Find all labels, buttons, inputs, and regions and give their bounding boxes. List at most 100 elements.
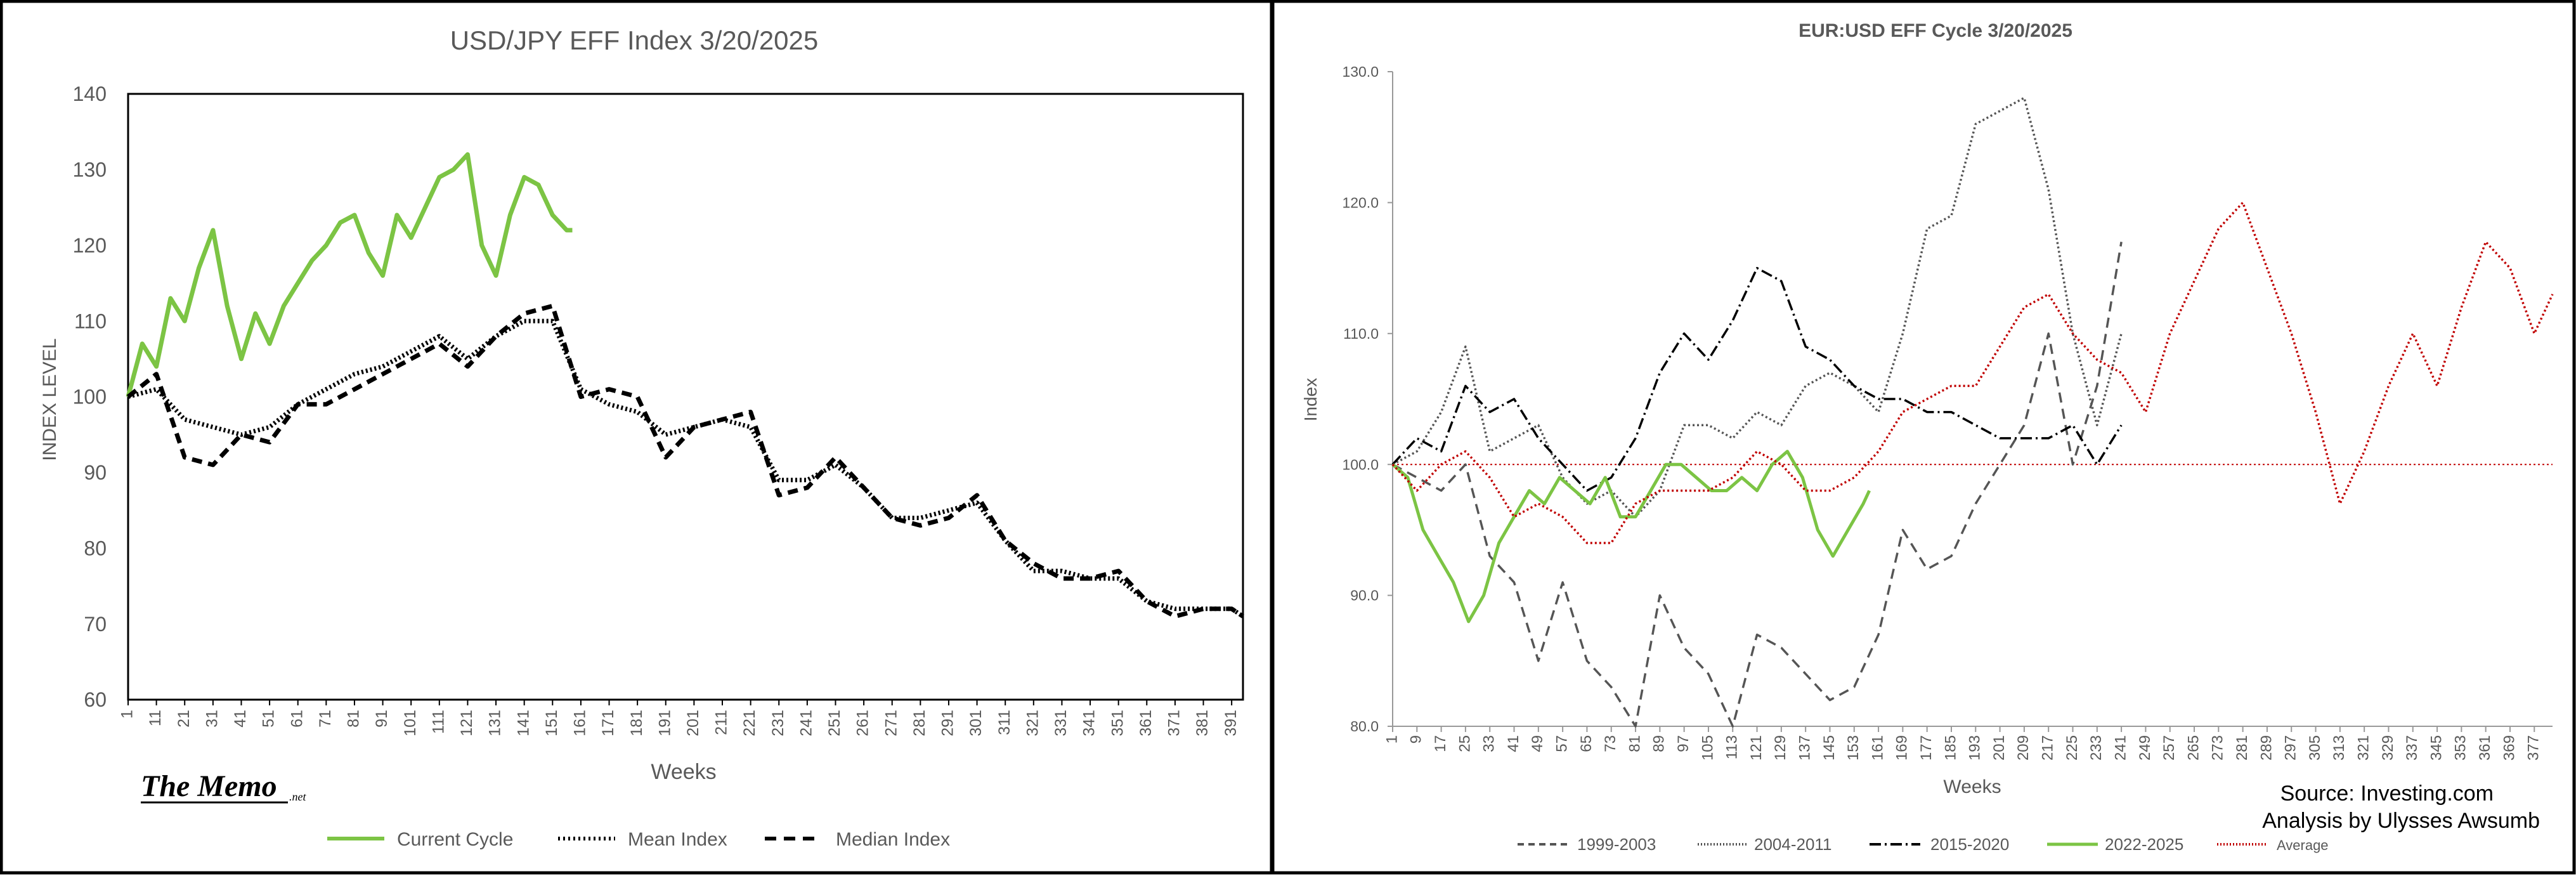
x-tick-label: 121 <box>458 710 476 736</box>
y-tick-label: 80.0 <box>1350 718 1379 735</box>
y-tick-label: 90.0 <box>1350 587 1379 604</box>
x-tick-label: 97 <box>1675 735 1692 752</box>
x-tick-label: 9 <box>1408 735 1425 743</box>
logo-sub-text: .net <box>289 790 306 803</box>
x-tick-label: 141 <box>514 710 532 736</box>
x-tick-label: 361 <box>1137 710 1155 736</box>
legend-label-median-index: Median Index <box>836 829 950 850</box>
x-tick-label: 41 <box>231 710 249 728</box>
logo-main-text: The Memo <box>141 769 277 803</box>
y-tick-label: 120 <box>73 234 107 257</box>
x-tick-label: 49 <box>1529 735 1546 752</box>
x-tick-label: 265 <box>2185 735 2202 761</box>
the-memo-logo: The Memo .net <box>141 769 306 804</box>
x-tick-label: 31 <box>203 710 221 728</box>
x-tick-label: 353 <box>2452 735 2469 761</box>
series-line-average <box>1391 201 2554 544</box>
y-tick-label: 70 <box>84 613 107 636</box>
right-x-axis-label: Weeks <box>1943 776 2001 797</box>
series-line-median-index <box>126 303 1244 619</box>
x-tick-label: 217 <box>2039 735 2057 761</box>
legend-label-average: Average <box>2277 837 2329 853</box>
left-x-axis: 1 11 21 31 41 51 61 71 81 91 101 111 121 131 141 151 161… <box>119 700 1240 736</box>
x-tick-label: 153 <box>1845 735 1862 761</box>
left-legend: Current Cycle Mean Index Median Index <box>327 829 950 850</box>
x-tick-label: 57 <box>1553 735 1570 752</box>
y-tick-label: 140 <box>73 82 107 105</box>
x-tick-label: 311 <box>996 710 1013 735</box>
x-tick-label: 41 <box>1505 735 1522 752</box>
x-tick-label: 185 <box>1942 735 1959 761</box>
x-tick-label: 73 <box>1602 735 1619 752</box>
x-tick-label: 281 <box>2234 735 2251 761</box>
x-tick-label: 181 <box>628 710 646 736</box>
x-tick-label: 361 <box>2476 735 2494 761</box>
x-tick-label: 241 <box>2112 735 2129 761</box>
y-tick-label: 130 <box>73 159 107 181</box>
series-line-current-cycle <box>126 152 573 398</box>
legend-label-1999-2003: 1999-2003 <box>1577 835 1656 854</box>
x-tick-label: 1 <box>1383 735 1400 743</box>
y-tick-label: 90 <box>84 461 107 484</box>
y-tick-label: 80 <box>84 537 107 559</box>
x-tick-label: 321 <box>1024 710 1041 736</box>
x-tick-label: 61 <box>288 710 306 728</box>
x-tick-label: 271 <box>882 710 900 736</box>
x-tick-label: 1 <box>119 710 136 719</box>
left-panel-frame <box>0 0 1273 875</box>
x-tick-label: 221 <box>741 710 758 736</box>
x-tick-label: 105 <box>1699 735 1716 761</box>
right-y-axis-label: Index <box>1301 378 1320 422</box>
x-tick-label: 91 <box>373 710 391 728</box>
legend-entry-median-index: Median Index <box>765 829 950 850</box>
x-tick-label: 209 <box>2015 735 2032 761</box>
left-chart-panel: USD/JPY EFF Index 3/20/2025 60 70 80 90 100 1… <box>0 0 1273 875</box>
series-line-2004-2011 <box>1392 96 2123 518</box>
x-tick-label: 201 <box>684 710 702 736</box>
y-tick-label: 130.0 <box>1342 63 1379 80</box>
x-tick-label: 137 <box>1797 735 1814 761</box>
x-tick-label: 81 <box>345 710 363 728</box>
legend-entry-2015-2020: 2015-2020 <box>1870 835 2009 854</box>
analysis-credit: Analysis by Ulysses Awsumb <box>2262 809 2540 833</box>
right-legend: 1999-2003 2004-2011 2015-2020 2022-2025 … <box>1518 835 2329 854</box>
x-tick-label: 129 <box>1772 735 1789 761</box>
x-tick-label: 261 <box>854 710 872 736</box>
x-tick-label: 89 <box>1651 735 1668 752</box>
left-series-group <box>126 152 1244 619</box>
x-tick-label: 81 <box>1626 735 1643 752</box>
x-tick-label: 273 <box>2209 735 2227 761</box>
x-tick-label: 305 <box>2306 735 2324 761</box>
x-tick-label: 177 <box>1918 735 1935 761</box>
left-y-axis-label: INDEX LEVEL <box>39 338 60 461</box>
series-line-2015-2020 <box>1391 266 2123 492</box>
x-tick-label: 313 <box>2331 735 2348 761</box>
x-tick-label: 113 <box>1724 735 1741 759</box>
right-chart-title: EUR:USD EFF Cycle 3/20/2025 <box>1799 20 2072 41</box>
left-x-axis-label: Weeks <box>651 760 716 784</box>
x-tick-label: 233 <box>2088 735 2105 761</box>
y-tick-label: 60 <box>84 688 107 711</box>
x-tick-label: 161 <box>571 710 589 736</box>
legend-entry-mean-index: Mean Index <box>558 829 727 850</box>
right-panel-frame <box>1271 0 2576 875</box>
x-tick-label: 25 <box>1456 735 1473 752</box>
right-y-axis: 80.0 90.0 100.0 110.0 120.0 130.0 <box>1342 63 1393 735</box>
x-tick-label: 345 <box>2428 735 2445 761</box>
left-chart-title: USD/JPY EFF Index 3/20/2025 <box>450 25 819 55</box>
y-tick-label: 120.0 <box>1342 194 1379 211</box>
x-tick-label: 321 <box>2355 735 2372 761</box>
right-x-axis: 1 9 17 25 33 41 49 57 65 73 81 89 97 105 113 121 129 137 1… <box>1383 726 2542 761</box>
x-tick-label: 111 <box>429 710 447 734</box>
x-tick-label: 33 <box>1481 735 1498 752</box>
x-tick-label: 251 <box>826 710 843 736</box>
x-tick-label: 65 <box>1578 735 1595 752</box>
right-chart-panel: EUR:USD EFF Cycle 3/20/2025 80.0 90.0 100.… <box>1271 0 2576 875</box>
left-plot-area <box>127 93 1244 701</box>
source-note: Source: Investing.com <box>2280 781 2494 806</box>
x-tick-label: 151 <box>543 710 561 736</box>
x-tick-label: 191 <box>656 710 673 736</box>
legend-entry-1999-2003: 1999-2003 <box>1518 835 1656 854</box>
series-line-1999-2003 <box>1392 242 2123 728</box>
x-tick-label: 131 <box>486 710 504 736</box>
